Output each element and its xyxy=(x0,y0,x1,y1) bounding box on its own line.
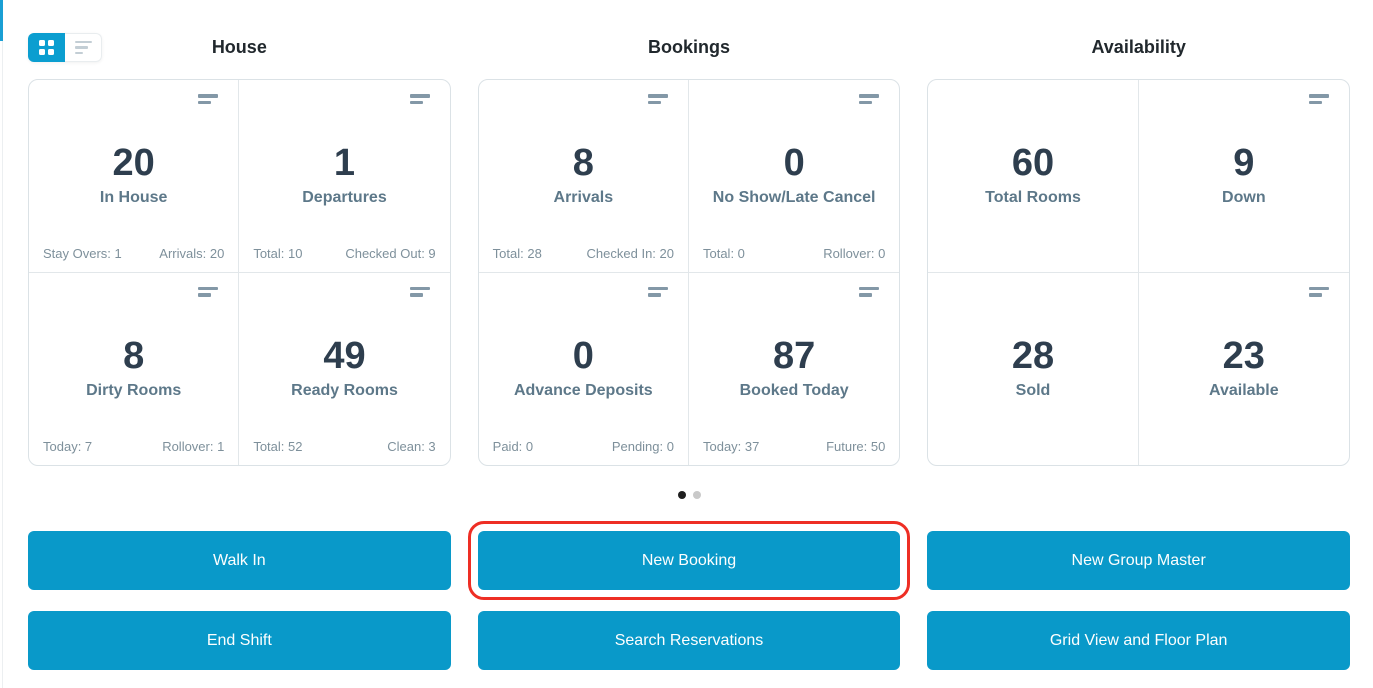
stat-value: 60 xyxy=(1011,141,1055,184)
card-available[interactable]: 23 Available xyxy=(1139,273,1349,466)
dashboard: House Bookings Availability 20 In House … xyxy=(28,0,1350,670)
card-menu-icon[interactable] xyxy=(647,286,668,297)
stat-label: No Show/Late Cancel xyxy=(712,189,876,207)
card-arrivals[interactable]: 8 Arrivals Total: 28 Checked In: 20 xyxy=(478,80,689,273)
stat-value: 8 xyxy=(123,334,145,377)
stat-value: 8 xyxy=(572,141,594,184)
stat-value: 28 xyxy=(1011,334,1055,377)
stat-value: 49 xyxy=(323,334,366,377)
stat-label: Departures xyxy=(302,189,387,207)
stat-value: 87 xyxy=(773,334,816,377)
grid-view-icon xyxy=(39,40,54,55)
card-total-rooms[interactable]: 60 Total Rooms xyxy=(928,80,1139,273)
card-menu-icon[interactable] xyxy=(409,94,430,104)
stat-sub-right: Rollover: 0 xyxy=(823,245,886,261)
section-title-bookings: Bookings xyxy=(647,37,730,57)
list-view-button[interactable] xyxy=(65,33,102,62)
stat-label: Sold xyxy=(1015,382,1051,400)
grid-view-floor-plan-button[interactable]: Grid View and Floor Plan xyxy=(927,611,1350,670)
card-in-house[interactable]: 20 In House Stay Overs: 1 Arrivals: 20 xyxy=(29,80,240,273)
stat-sub-left: Paid: 0 xyxy=(492,439,534,454)
card-menu-icon[interactable] xyxy=(198,94,219,104)
card-menu-icon[interactable] xyxy=(859,94,880,104)
stat-sub-left: Today: 7 xyxy=(43,439,93,454)
stat-sub-left: Total: 10 xyxy=(253,245,303,261)
card-advance-deposits[interactable]: 0 Advance Deposits Paid: 0 Pending: 0 xyxy=(479,272,689,465)
stat-label: Advance Deposits xyxy=(513,382,653,400)
search-reservations-button[interactable]: Search Reservations xyxy=(477,611,901,670)
card-menu-icon[interactable] xyxy=(647,94,668,104)
stat-label: In House xyxy=(99,189,168,207)
stat-label: Dirty Rooms xyxy=(86,382,182,400)
card-menu-icon[interactable] xyxy=(1308,286,1329,297)
stat-sub-right: Checked In: 20 xyxy=(586,245,674,261)
stat-value: 9 xyxy=(1233,141,1255,184)
section-title-availability: Availability xyxy=(1091,37,1186,57)
card-sold[interactable]: 28 Sold xyxy=(928,272,1139,465)
stat-sub-right: Future: 50 xyxy=(826,439,886,454)
section-title-house: House xyxy=(211,37,267,57)
section-headers: House Bookings Availability xyxy=(28,33,1350,62)
list-view-icon xyxy=(74,40,92,55)
view-toggle xyxy=(28,33,102,62)
new-group-master-button[interactable]: New Group Master xyxy=(927,531,1350,590)
end-shift-button[interactable]: End Shift xyxy=(28,611,451,670)
card-dirty-rooms[interactable]: 8 Dirty Rooms Today: 7 Rollover: 1 xyxy=(29,272,240,465)
stat-label: Arrivals xyxy=(553,189,614,207)
stat-sub-left: Total: 52 xyxy=(253,439,303,454)
card-menu-icon[interactable] xyxy=(409,286,430,297)
stat-group-house: 20 In House Stay Overs: 1 Arrivals: 20 1… xyxy=(28,79,451,466)
stat-label: Down xyxy=(1222,189,1266,207)
card-no-show-late-cancel[interactable]: 0 No Show/Late Cancel Total: 0 Rollover:… xyxy=(688,80,900,273)
stat-value: 1 xyxy=(333,141,356,184)
pagination-dot-active[interactable] xyxy=(677,491,686,499)
card-booked-today[interactable]: 87 Booked Today Today: 37 Future: 50 xyxy=(689,273,899,466)
stat-group-availability: 60 Total Rooms 9 Down 28 Sold xyxy=(927,79,1350,466)
page-edge-accent xyxy=(0,0,3,41)
card-menu-icon[interactable] xyxy=(198,286,219,297)
stat-groups: 20 In House Stay Overs: 1 Arrivals: 20 1… xyxy=(28,79,1350,466)
action-buttons: Walk In New Booking New Group Master End… xyxy=(28,521,1350,670)
stat-sub-right: Checked Out: 9 xyxy=(345,245,436,261)
stat-label: Booked Today xyxy=(739,382,849,400)
stat-value: 23 xyxy=(1222,334,1265,377)
card-menu-icon[interactable] xyxy=(1308,94,1329,104)
stat-sub-left: Stay Overs: 1 xyxy=(43,245,122,261)
stat-sub-left: Today: 37 xyxy=(702,439,760,454)
pagination-dot[interactable] xyxy=(692,491,701,499)
stat-sub-right: Rollover: 1 xyxy=(162,439,225,454)
stat-sub-right: Arrivals: 20 xyxy=(159,245,225,261)
stat-label: Available xyxy=(1208,382,1279,400)
card-departures[interactable]: 1 Departures Total: 10 Checked Out: 9 xyxy=(239,80,450,273)
stat-value: 0 xyxy=(783,141,805,184)
stat-sub-left: Total: 28 xyxy=(492,245,542,261)
stat-label: Ready Rooms xyxy=(291,382,398,400)
card-menu-icon[interactable] xyxy=(859,286,880,297)
grid-view-button[interactable] xyxy=(28,33,65,62)
stat-label: Total Rooms xyxy=(985,189,1081,207)
new-booking-button[interactable]: New Booking xyxy=(467,521,911,600)
stat-group-bookings: 8 Arrivals Total: 28 Checked In: 20 0 No… xyxy=(477,79,901,466)
carousel-pagination xyxy=(28,491,1350,500)
walk-in-button[interactable]: Walk In xyxy=(28,531,451,590)
stat-sub-right: Clean: 3 xyxy=(387,439,436,454)
stat-sub-left: Total: 0 xyxy=(702,245,745,261)
card-ready-rooms[interactable]: 49 Ready Rooms Total: 52 Clean: 3 xyxy=(239,273,449,466)
card-down[interactable]: 9 Down xyxy=(1138,80,1349,273)
stat-sub-right: Pending: 0 xyxy=(611,439,674,454)
page-edge-line xyxy=(2,41,3,688)
stat-value: 20 xyxy=(112,141,155,184)
stat-value: 0 xyxy=(572,334,594,377)
